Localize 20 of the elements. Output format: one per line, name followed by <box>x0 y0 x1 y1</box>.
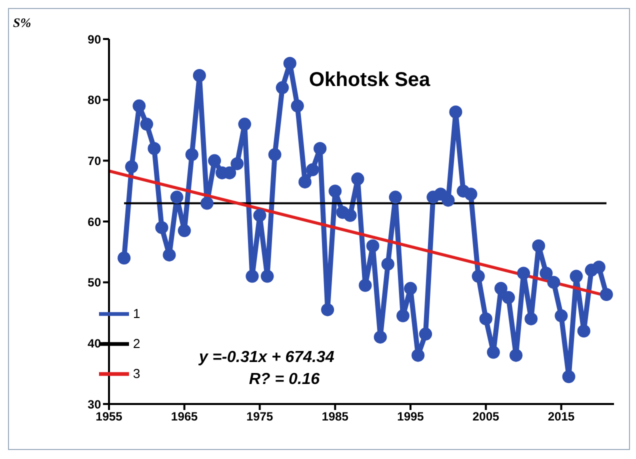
y-tick-label: 30 <box>88 397 102 412</box>
annotation: R? = 0.16 <box>249 371 320 389</box>
y-tick-label: 50 <box>88 276 102 290</box>
x-tick-label: 1975 <box>246 410 274 424</box>
x-tick-label: 2015 <box>548 410 575 424</box>
legend-label: 1 <box>133 306 140 322</box>
x-tick-label: 1965 <box>171 410 198 424</box>
y-tick-label: 80 <box>88 93 102 108</box>
y-tick-label: 90 <box>88 32 102 46</box>
annotation: y =-0.31x + 674.34 <box>199 349 334 367</box>
x-tick-label: 1955 <box>96 410 123 424</box>
y-tick-label: 70 <box>88 154 102 168</box>
legend-label: 2 <box>133 336 140 352</box>
y-axis-title: S% <box>13 15 32 31</box>
legend-label: 3 <box>133 366 140 382</box>
text: Okhotsk Sea <box>309 69 430 92</box>
x-tick-label: 2005 <box>472 410 500 424</box>
x-tick-label: 1995 <box>397 410 424 424</box>
y-tick-label: 60 <box>88 214 102 229</box>
x-tick-label: 1985 <box>322 410 349 424</box>
